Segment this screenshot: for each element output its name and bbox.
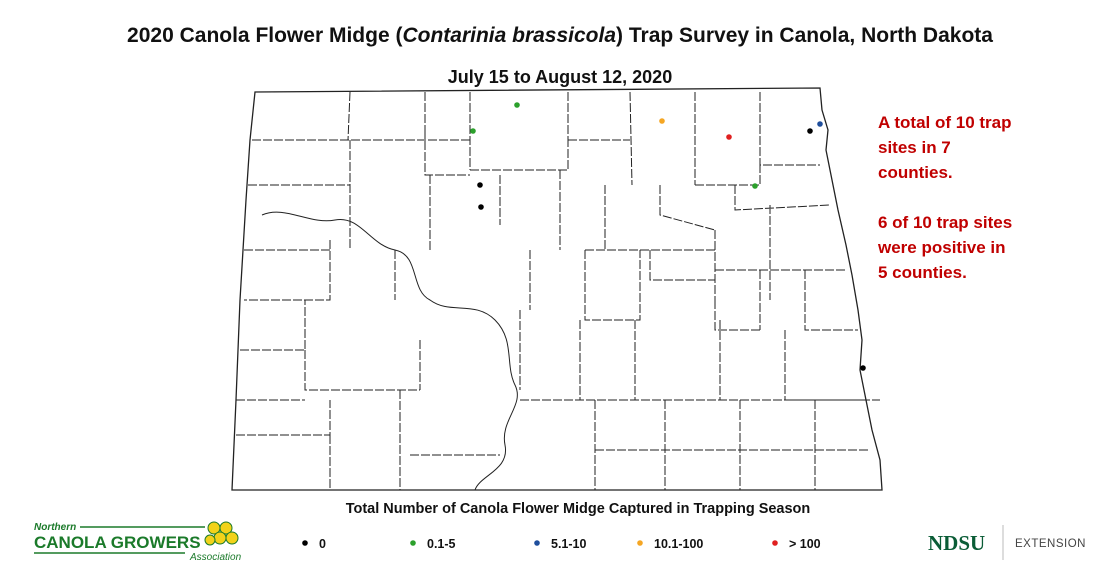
note-line: counties. bbox=[878, 163, 953, 182]
trap-site bbox=[860, 365, 866, 371]
note-line: 6 of 10 trap sites bbox=[878, 213, 1012, 232]
legend-swatch bbox=[772, 540, 778, 546]
logo-flower bbox=[204, 521, 239, 546]
trap-site bbox=[807, 128, 813, 134]
note-line: were positive in bbox=[877, 238, 1006, 257]
logo-text: EXTENSION bbox=[1015, 538, 1086, 550]
legend-label: 0 bbox=[319, 537, 326, 551]
legend-swatch bbox=[534, 540, 540, 546]
logo-right: NDSU EXTENSION bbox=[928, 525, 1086, 560]
title-part: 2020 Canola Flower Midge ( bbox=[127, 24, 402, 47]
legend-label: 5.1-10 bbox=[551, 537, 586, 551]
trap-site bbox=[477, 182, 483, 188]
trap-site bbox=[659, 118, 665, 124]
legend-label: > 100 bbox=[789, 537, 821, 551]
county-lines bbox=[236, 91, 880, 490]
logo-text: CANOLA GROWERS bbox=[34, 533, 201, 552]
legend-title: Total Number of Canola Flower Midge Capt… bbox=[346, 501, 811, 517]
missouri-river bbox=[261, 211, 518, 491]
trap-site bbox=[817, 121, 823, 127]
legend-swatch bbox=[302, 540, 308, 546]
legend: 0 0.1-5 5.1-10 10.1-100 > 100 bbox=[302, 537, 821, 551]
legend-label: 10.1-100 bbox=[654, 537, 703, 551]
map bbox=[231, 87, 883, 491]
trap-site bbox=[478, 204, 484, 210]
title-part: Contarinia brassicola bbox=[402, 24, 616, 47]
logo-left: Northern CANOLA GROWERS Association bbox=[34, 521, 242, 563]
legend-swatch bbox=[637, 540, 643, 546]
legend-swatch bbox=[410, 540, 416, 546]
notes: A total of 10 trap sites in 7 counties. 6 o… bbox=[877, 113, 1012, 282]
note-line: sites in 7 bbox=[878, 138, 951, 157]
title-part: ) Trap Survey in Canola, North Dakota bbox=[616, 24, 993, 47]
subtitle: July 15 to August 12, 2020 bbox=[448, 67, 672, 87]
logo-text: NDSU bbox=[928, 531, 985, 555]
legend-label: 0.1-5 bbox=[427, 537, 456, 551]
logo-text: Association bbox=[189, 552, 242, 563]
note-line: A total of 10 trap bbox=[878, 113, 1012, 132]
title: 2020 Canola Flower Midge (Contarinia bra… bbox=[127, 24, 993, 47]
logo-text: Northern bbox=[34, 522, 76, 533]
trap-site bbox=[752, 183, 758, 189]
trap-site bbox=[514, 102, 520, 108]
trap-sites bbox=[470, 102, 866, 371]
trap-site bbox=[726, 134, 732, 140]
trap-site bbox=[470, 128, 476, 134]
note-line: 5 counties. bbox=[878, 263, 967, 282]
